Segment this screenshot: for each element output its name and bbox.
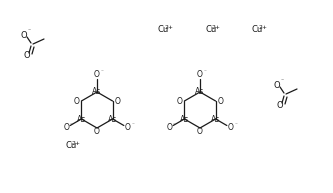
- Text: ⁻: ⁻: [234, 123, 237, 128]
- Text: 2+: 2+: [211, 25, 220, 30]
- Text: O: O: [176, 96, 182, 106]
- Text: O: O: [277, 102, 283, 111]
- Text: As: As: [92, 87, 102, 96]
- Text: O: O: [94, 70, 100, 79]
- Text: ⁻: ⁻: [131, 123, 134, 128]
- Text: O: O: [274, 80, 280, 90]
- Text: 2+: 2+: [258, 25, 267, 30]
- Text: O: O: [24, 52, 30, 60]
- Text: ⁻: ⁻: [101, 69, 103, 74]
- Text: Cu: Cu: [205, 25, 216, 35]
- Text: O: O: [74, 96, 79, 106]
- Text: O: O: [21, 30, 27, 40]
- Text: O: O: [63, 123, 69, 132]
- Text: As: As: [77, 114, 86, 124]
- Text: O: O: [115, 96, 121, 106]
- Text: 2+: 2+: [71, 141, 80, 146]
- Text: As: As: [195, 87, 204, 96]
- Text: ⁻: ⁻: [70, 123, 73, 128]
- Text: O: O: [218, 96, 223, 106]
- Text: Cu: Cu: [158, 25, 169, 35]
- Text: As: As: [211, 114, 220, 124]
- Text: O: O: [228, 123, 234, 132]
- Text: ⁻: ⁻: [203, 69, 206, 74]
- Text: ⁻: ⁻: [281, 80, 284, 85]
- Text: Cu: Cu: [252, 25, 263, 35]
- Text: 2+: 2+: [164, 25, 173, 30]
- Text: As: As: [108, 114, 117, 124]
- Text: O: O: [94, 128, 100, 136]
- Text: Cu: Cu: [65, 141, 76, 151]
- Text: O: O: [166, 123, 172, 132]
- Text: ⁻: ⁻: [173, 123, 175, 128]
- Text: O: O: [197, 70, 203, 79]
- Text: O: O: [197, 128, 203, 136]
- Text: ⁻: ⁻: [28, 30, 31, 35]
- Text: As: As: [180, 114, 189, 124]
- Text: O: O: [125, 123, 131, 132]
